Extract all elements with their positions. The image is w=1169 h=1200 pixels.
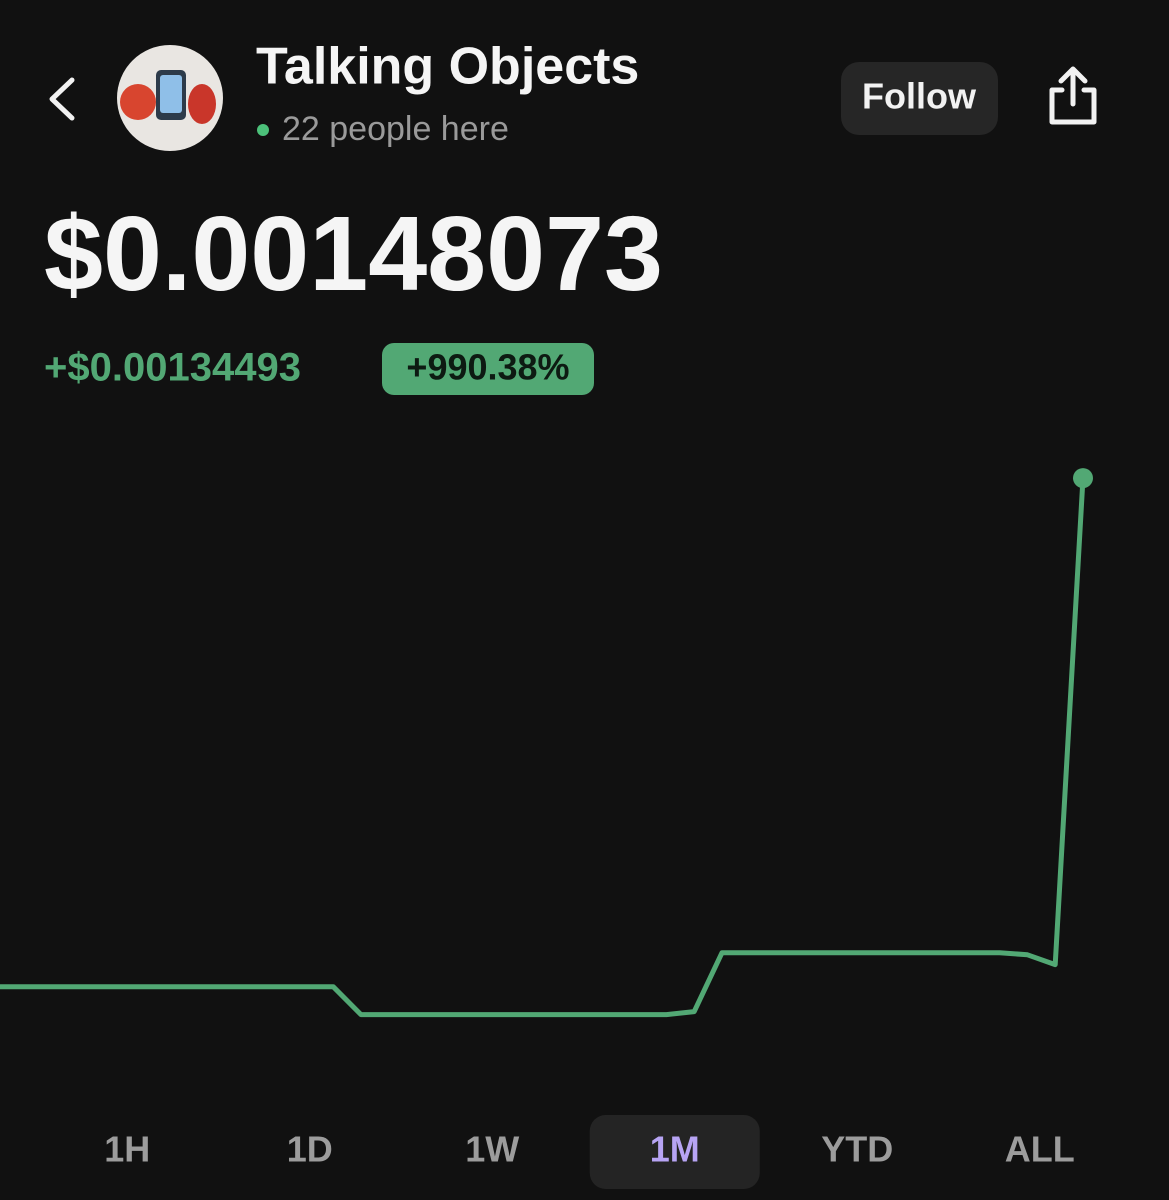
active-tab-bg (589, 1115, 760, 1189)
title: Talking Objects (256, 38, 639, 96)
chart (0, 468, 1093, 1018)
last-point (1073, 468, 1093, 489)
avatar (117, 45, 223, 151)
price: $0.00148073 (44, 195, 663, 313)
tab-bar: 1H 1D 1W 1M YTD ALL (104, 1115, 1075, 1189)
range-tab[interactable]: ALL (1005, 1129, 1075, 1170)
range-tab[interactable]: 1H (104, 1129, 150, 1170)
share-button[interactable] (1049, 66, 1097, 125)
percent-change: +990.38% (406, 347, 569, 388)
range-tab[interactable]: 1M (650, 1129, 700, 1170)
price-change: +$0.00134493 (44, 346, 301, 390)
range-tab[interactable]: 1W (465, 1129, 519, 1170)
back-button[interactable] (49, 77, 75, 121)
follow-label: Follow (862, 76, 977, 117)
range-tab[interactable]: 1D (287, 1129, 333, 1170)
follow-button[interactable] (841, 62, 998, 135)
range-tab[interactable]: YTD (821, 1129, 893, 1170)
subtitle: 22 people here (282, 110, 509, 148)
price-line (0, 477, 1086, 1018)
online-dot (257, 124, 269, 136)
percent-badge (382, 343, 594, 395)
